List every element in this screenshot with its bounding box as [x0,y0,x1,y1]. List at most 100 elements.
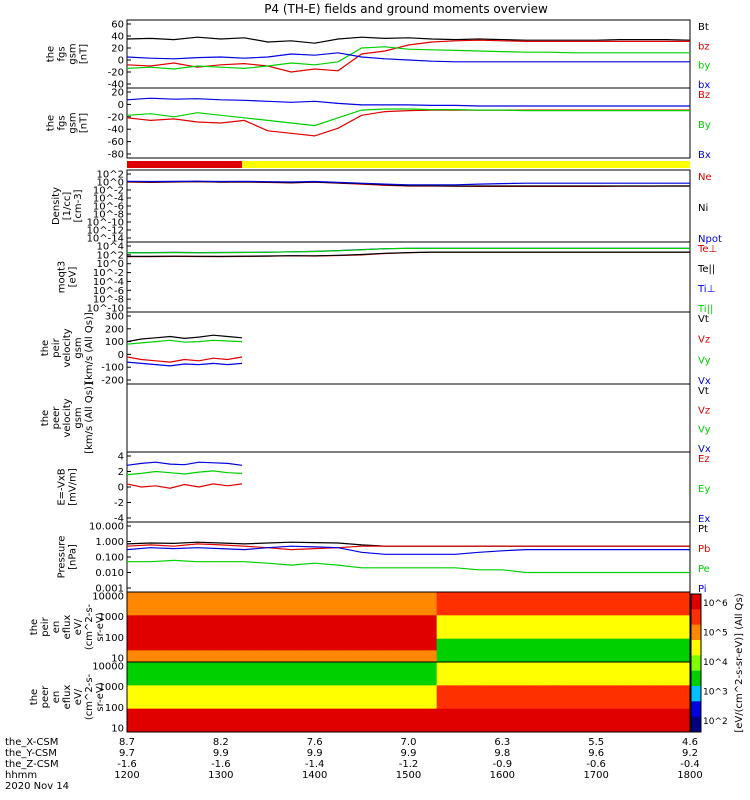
heatmap-cell [295,697,311,710]
heatmap-cell [169,673,184,686]
heatmap-cell [647,627,663,640]
heatmap-cell [338,662,353,675]
series-line-Pi [126,545,690,555]
heatmap-cell [239,662,255,675]
heatmap-cell [352,708,367,721]
heatmap-cell [338,638,353,651]
heatmap-cell [309,720,325,733]
y-tick-label: 100 [105,337,124,348]
heatmap-cell [535,685,550,698]
heatmap-cell [127,615,142,628]
heatmap-cell [211,685,227,698]
panel-6: thepeervelocitygsm[km/s (All Qs)] Vt Vz Vy V… [40,382,711,455]
y-tick-label: 10^-10 [87,304,124,315]
heatmap-cell [450,708,466,721]
heatmap-cell [605,662,621,675]
heatmap-cell [211,673,227,686]
y-axis-label: E=-VxB[mV/m] [57,468,79,506]
heatmap-cell [563,697,578,710]
y-tick-label: 10 [111,654,124,665]
series-line-bx [126,52,690,63]
heatmap-cell [521,720,536,733]
heatmap-cell [478,685,494,698]
heatmap-cell [535,662,550,675]
y-axis-label-line: the [46,46,57,62]
heatmap-cell [197,592,212,605]
y-tick-label: 4 [118,452,124,463]
x-tick-label: 9.9 [307,748,323,759]
heatmap-cell [633,615,649,628]
heatmap-cell [169,708,184,721]
y-tick-label: -80 [108,150,124,161]
heatmap-cell [309,662,325,675]
heatmap-cell [408,685,424,698]
heatmap-cell [647,697,663,710]
heatmap-cell [155,627,170,640]
y-axis-label: thepeervelocitygsm[km/s (All Qs)] [40,382,95,454]
heatmap-cell [239,592,255,605]
heatmap-cell [549,662,564,675]
heatmap-cell [352,650,367,663]
heatmap-cell [169,627,184,640]
heatmap-cell [183,615,198,628]
heatmap-cell [155,592,170,605]
heatmap-cell [450,615,466,628]
heatmap-cell [422,685,438,698]
heatmap-cell [324,650,339,663]
y-tick-label: 2 [118,467,124,478]
heatmap-cell [211,697,227,710]
x-axis: the_X-CSM 8.7 8.2 7.6 7.0 6.3 5.5 4.6 the_Y-CSM 9… [5,737,703,792]
heatmap-cell [591,627,607,640]
x-tick-label: -0.9 [493,759,513,770]
heatmap-cell [253,615,269,628]
heatmap-cell [155,697,170,710]
heatmap-cell [380,603,395,616]
heatmap-cell [127,592,142,605]
y-tick-label: 200 [105,324,124,335]
heatmap-cell [492,638,508,651]
heatmap-cell [619,592,635,605]
heatmap-cell [281,627,297,640]
panel-8: Pressure[nPa] 10.000 1.000 0.100 0.010 0.001 P… [57,521,710,595]
heatmap-cell [281,708,297,721]
heatmap-cell [338,685,353,698]
heatmap-cell [577,592,592,605]
legend-Bz: Bz [698,90,710,101]
legend-Bt: Bt [698,22,709,33]
heatmap-cell [436,638,452,651]
heatmap-cell [675,720,691,733]
heatmap-cell [619,603,635,616]
heatmap-cell [267,627,283,640]
heatmap-cell [239,615,255,628]
heatmap-cell [211,603,227,616]
heatmap-cell [253,592,269,605]
heatmap-cell [309,697,325,710]
series-line-Te|| [127,251,690,258]
heatmap-cell [535,673,550,686]
heatmap-cell [408,662,424,675]
x-tick-label: 6.3 [494,737,510,748]
panel-10: thepeerenefluxeV/(cm^2-s-sr-eV)100001000… [29,661,691,735]
heatmap-cell [211,592,227,605]
heatmap-cell [408,638,424,651]
colorbar-frame [690,593,702,733]
x-row-label: hhmm [5,770,37,781]
panel-7: E=-VxB[mV/m] 4 2 0 -2 -4 Ez Ey Ex [57,451,710,525]
legend-bx: bx [698,80,710,91]
y-tick-label: 10^2 [97,250,124,261]
heatmap-cell [295,650,311,663]
heatmap-cell [141,603,156,616]
panel-4: moqt3[eV]10^410^210^010^-210^-410^-610^-… [57,241,717,315]
x-tick-label: 9.2 [682,748,698,759]
y-axis-label-line: gsm [73,407,84,428]
heatmap-cell [577,638,592,651]
series-line-By [126,108,690,127]
heatmap-cell [338,708,353,721]
heatmap-cell [478,615,494,628]
heatmap-cell [422,627,438,640]
heatmap-cell [647,638,663,651]
heatmap-cell [661,603,677,616]
heatmap-cell [394,638,409,651]
heatmap-cell [577,673,592,686]
y-axis-label-line: peir [51,337,62,357]
